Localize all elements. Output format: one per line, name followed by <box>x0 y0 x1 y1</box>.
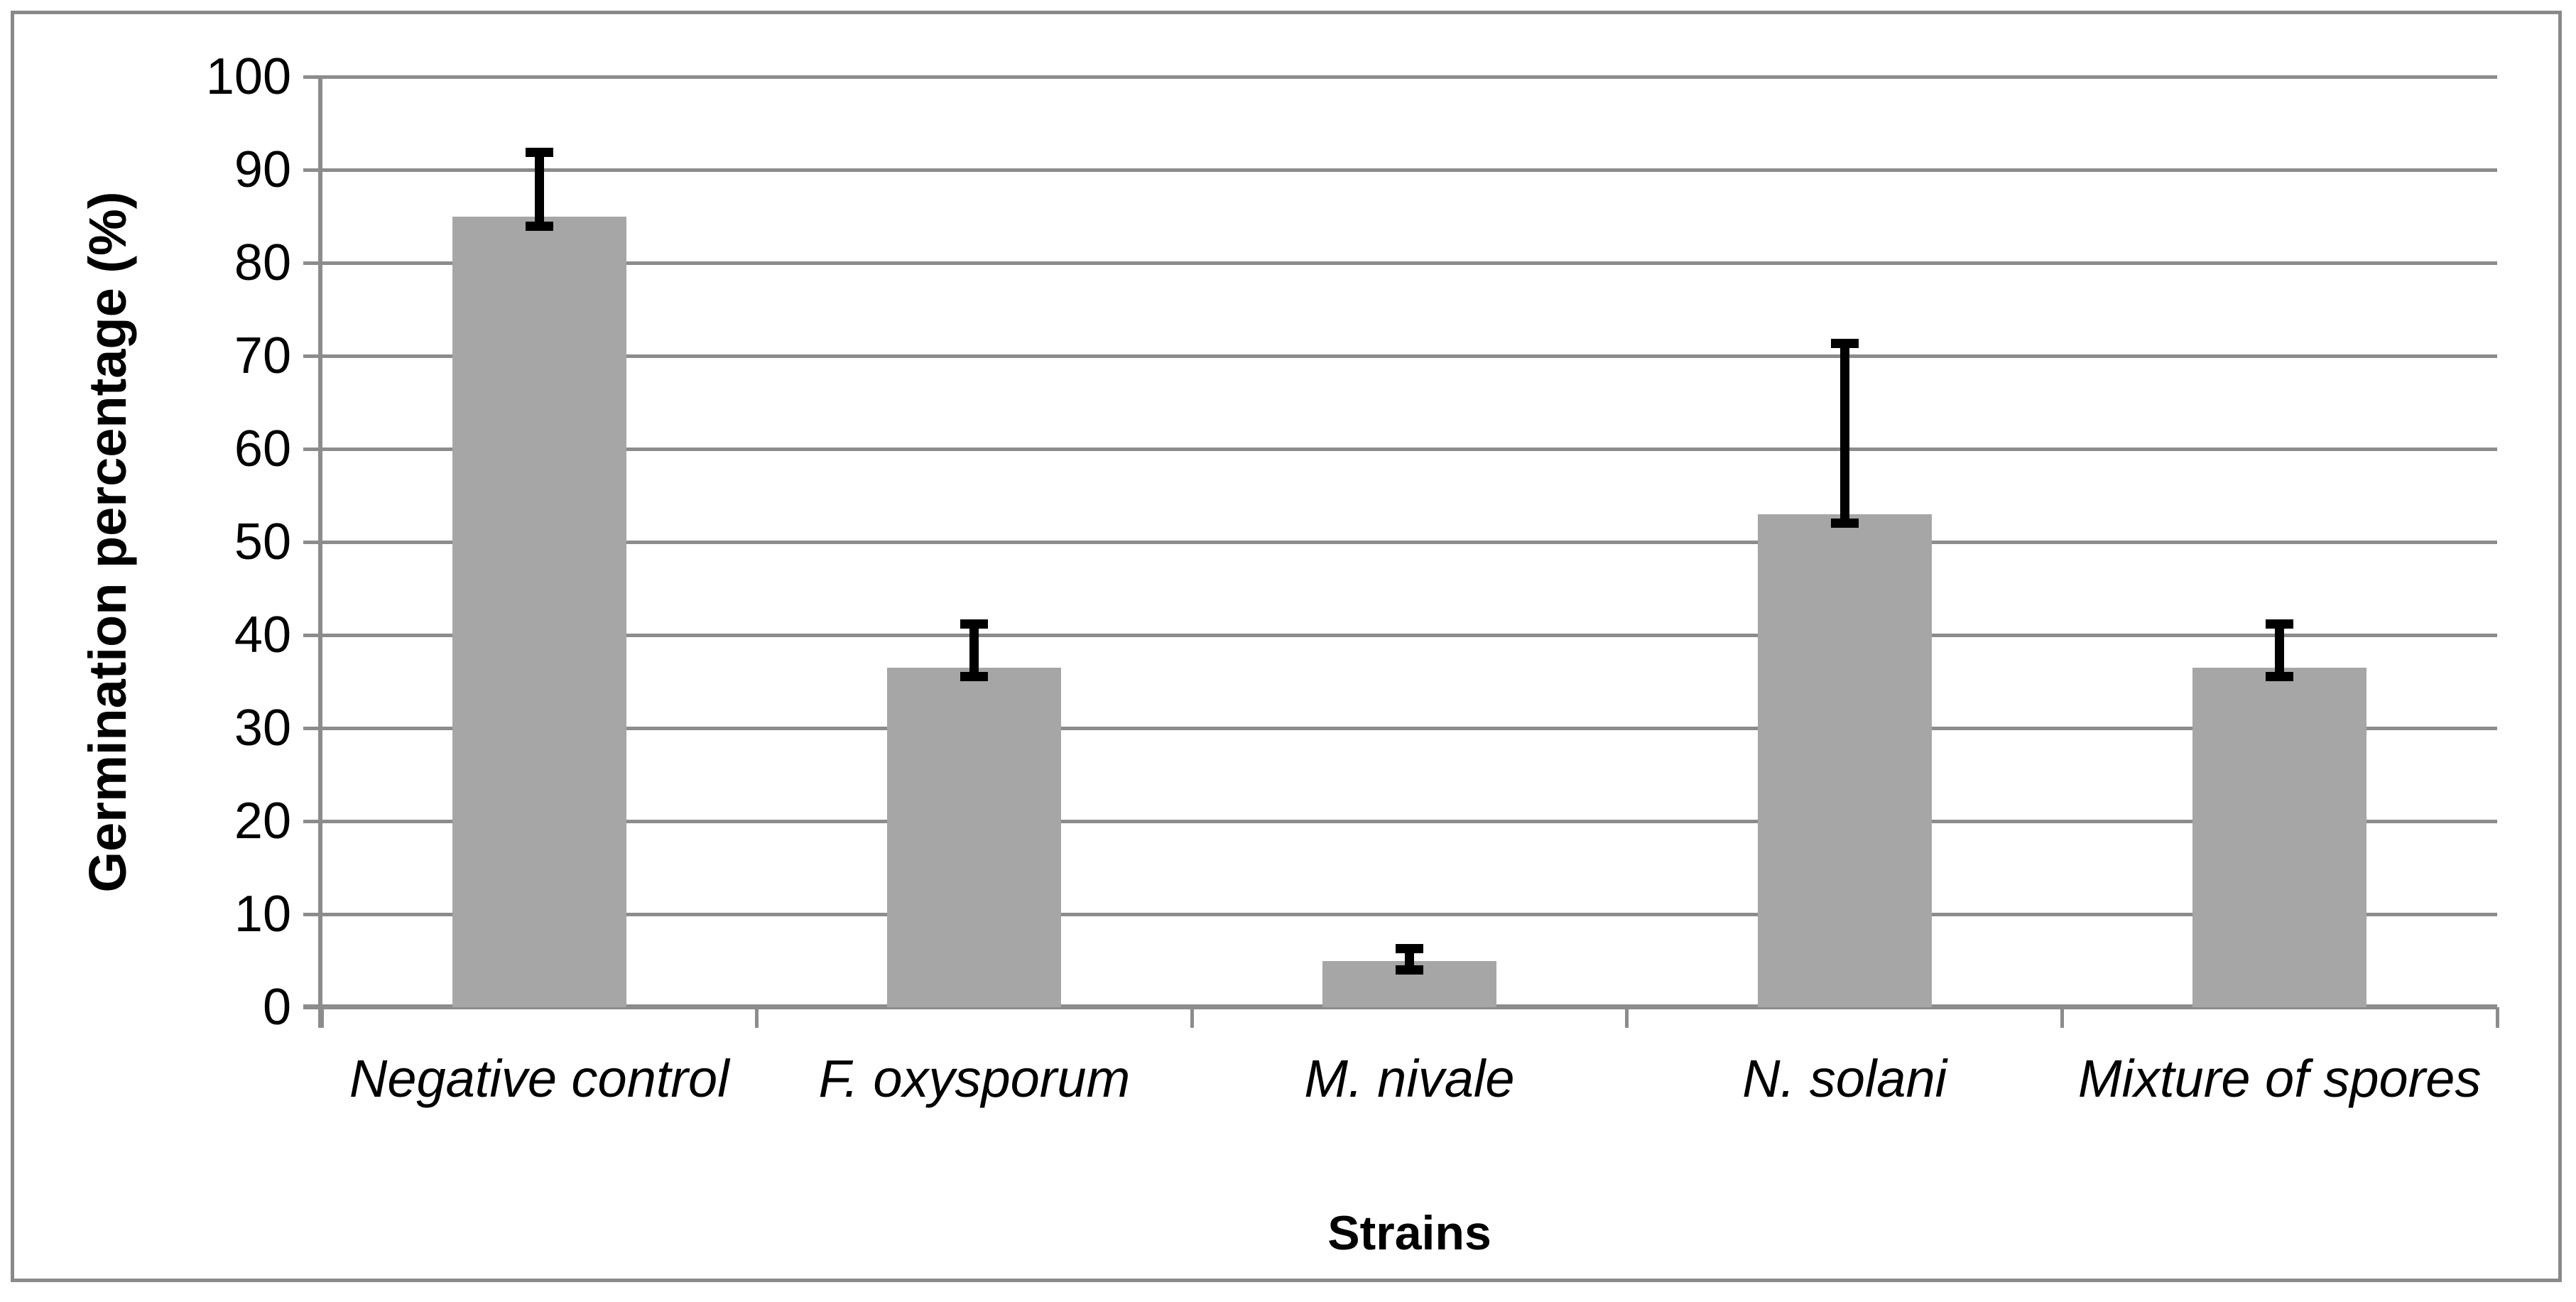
x-axis-title: Strains <box>1327 1206 1491 1260</box>
y-axis-line <box>318 77 322 1028</box>
category-label: N. solani <box>1742 1049 1947 1108</box>
error-bar-bottom-cap <box>960 672 989 682</box>
y-gridline <box>322 75 2497 79</box>
category-label: Mixture of spores <box>2077 1049 2482 1108</box>
y-tick <box>303 75 322 79</box>
y-gridline <box>322 912 2497 916</box>
y-gridline <box>322 354 2497 358</box>
y-tick-label: 0 <box>262 979 291 1036</box>
error-bar-line <box>534 152 544 227</box>
y-tick-label: 70 <box>234 327 291 384</box>
y-tick-label: 80 <box>234 234 291 291</box>
error-bar-bottom-cap <box>2266 672 2294 682</box>
category-label: F. oxysporum <box>818 1049 1131 1108</box>
error-bar-line <box>969 624 979 677</box>
error-bar-line <box>2275 624 2285 677</box>
y-tick-label: 40 <box>234 607 291 663</box>
y-tick <box>303 540 322 544</box>
error-bar-top-cap <box>525 147 553 157</box>
category-boundary-tick <box>2060 1007 2064 1028</box>
y-tick <box>303 354 322 358</box>
y-gridline <box>322 819 2497 823</box>
y-tick <box>303 726 322 730</box>
y-tick <box>303 1005 322 1009</box>
bar <box>1757 514 1932 1007</box>
y-tick <box>303 912 322 916</box>
category-boundary-tick <box>755 1007 759 1028</box>
y-tick-label: 90 <box>234 141 291 198</box>
error-bar-top-cap <box>2266 619 2294 629</box>
bar <box>2192 667 2367 1007</box>
error-bar-bottom-cap <box>525 222 553 232</box>
y-gridline <box>322 726 2497 730</box>
error-bar-bottom-cap <box>1396 965 1423 975</box>
y-tick <box>303 447 322 451</box>
y-gridline <box>322 540 2497 544</box>
error-bar-top-cap <box>960 619 989 629</box>
error-bar-top-cap <box>1396 943 1423 953</box>
error-bar-line <box>1839 343 1849 523</box>
y-tick <box>303 819 322 823</box>
y-gridline <box>322 168 2497 172</box>
error-bar-bottom-cap <box>1830 519 1859 528</box>
figure-border <box>11 11 2562 1282</box>
category-boundary-tick <box>1625 1007 1629 1028</box>
y-tick-label: 60 <box>234 421 291 477</box>
bar <box>452 216 626 1007</box>
y-tick <box>303 261 322 265</box>
error-bar-line <box>1405 948 1414 970</box>
y-tick-label: 10 <box>234 886 291 943</box>
y-tick-label: 30 <box>234 700 291 756</box>
y-tick-label: 100 <box>205 48 291 105</box>
y-tick-label: 20 <box>234 793 291 850</box>
y-gridline <box>322 447 2497 451</box>
y-tick-label: 50 <box>234 514 291 570</box>
y-tick <box>303 168 322 172</box>
category-boundary-tick <box>320 1007 324 1028</box>
y-gridline <box>322 261 2497 265</box>
category-boundary-tick <box>2495 1007 2499 1028</box>
y-gridline <box>322 633 2497 637</box>
category-boundary-tick <box>1190 1007 1194 1028</box>
bar <box>887 667 1062 1007</box>
category-label: Negative control <box>349 1049 729 1108</box>
category-label: M. nivale <box>1304 1049 1515 1108</box>
error-bar-top-cap <box>1830 339 1859 349</box>
y-tick <box>303 633 322 637</box>
